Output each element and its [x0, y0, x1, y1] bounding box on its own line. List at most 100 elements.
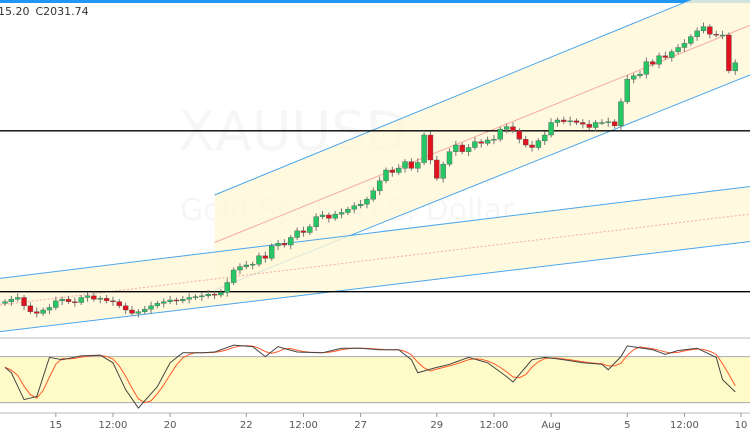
candle-up — [440, 163, 446, 179]
candle-up — [624, 78, 630, 102]
candle-up — [630, 75, 637, 80]
candle-down — [580, 122, 586, 125]
parallel-channels[interactable] — [0, 0, 750, 333]
candle-up — [59, 298, 65, 302]
candle-up — [567, 120, 573, 123]
candle-up — [700, 26, 707, 32]
candle-up — [332, 213, 338, 219]
x-tick-label: Aug — [541, 420, 561, 430]
top-accent-bar — [0, 0, 750, 3]
channel-upper-line — [0, 186, 750, 279]
candle-up — [256, 255, 262, 265]
x-tick-label: 12:00 — [289, 420, 318, 430]
candle-down — [611, 121, 618, 127]
candle-up — [97, 298, 103, 300]
channel-upper-line — [214, 0, 692, 196]
candle-up — [148, 305, 154, 310]
candle-up — [383, 169, 389, 182]
candle-up — [719, 34, 726, 37]
candle-down — [662, 55, 669, 58]
candle-up — [675, 47, 681, 52]
candle-up — [84, 295, 91, 298]
candle-down — [262, 255, 269, 259]
x-tick-label: 27 — [354, 420, 367, 430]
candle-up — [14, 297, 21, 300]
x-tick-label: 29 — [430, 420, 443, 430]
stoch-band — [0, 356, 750, 403]
candle-up — [484, 139, 491, 144]
candle-up — [656, 55, 662, 65]
horizontal-levels[interactable] — [0, 130, 750, 293]
candle-up — [243, 264, 250, 267]
candle-up — [224, 282, 230, 293]
candle-up — [141, 308, 148, 312]
candle-down — [281, 243, 288, 246]
candle-up — [535, 140, 542, 148]
candle-down — [516, 130, 523, 140]
x-tick-label: 15 — [49, 420, 62, 430]
candle-down — [122, 305, 129, 311]
candle-up — [338, 212, 345, 215]
candle-up — [376, 180, 383, 192]
candle-up — [446, 151, 453, 165]
candle-up — [288, 237, 294, 246]
candle-up — [402, 161, 408, 169]
candle-down — [110, 300, 116, 303]
candle-up — [46, 307, 53, 311]
candle-up — [345, 208, 351, 213]
candle-up — [40, 309, 46, 314]
candle-up — [218, 292, 224, 296]
candle-down — [300, 230, 307, 233]
candle-up — [453, 144, 459, 152]
candle-up — [186, 297, 192, 300]
candle-up — [167, 299, 173, 302]
candle-up — [294, 230, 300, 238]
candle-up — [319, 214, 326, 217]
time-axis[interactable]: 15 12:00 20 22 12:00 27 29 12:00 Aug 5 12:00 10 — [49, 413, 747, 430]
stochastic-pane — [0, 344, 750, 409]
candle-down — [408, 161, 415, 169]
candle-down — [586, 123, 592, 128]
ohlc-legend: 15.20 C2031.74 — [0, 5, 95, 18]
candle-up — [497, 128, 503, 140]
candle-up — [237, 266, 243, 271]
candle-down — [713, 33, 719, 36]
candle-down — [72, 301, 78, 303]
candle-up — [154, 303, 161, 307]
candle-up — [599, 122, 605, 124]
candle-up — [503, 126, 510, 130]
candle-down — [573, 120, 580, 123]
candle-up — [230, 269, 237, 283]
candle-down — [434, 159, 440, 179]
candle-down — [459, 144, 465, 152]
candle-down — [389, 169, 396, 173]
candle-up — [249, 263, 256, 266]
candle-up — [357, 203, 364, 207]
candle-up — [554, 119, 561, 123]
candle-up — [637, 73, 643, 77]
candle-up — [643, 61, 650, 75]
candle-up — [192, 296, 199, 298]
candle-down — [726, 34, 732, 72]
candle-up — [135, 311, 142, 314]
x-tick-label: 22 — [240, 420, 253, 430]
candle-up — [78, 297, 84, 303]
channel-lower-line — [0, 241, 750, 333]
candle-down — [523, 138, 529, 146]
candle-up — [669, 51, 675, 58]
candle-up — [465, 147, 472, 152]
candle-up — [592, 122, 599, 128]
candle-down — [478, 141, 484, 144]
candle-down — [27, 305, 34, 312]
candle-up — [53, 300, 59, 308]
candle-down — [65, 298, 72, 302]
candle-up — [396, 168, 402, 173]
candle-down — [510, 126, 516, 132]
candle-down — [91, 295, 97, 300]
candle-down — [173, 299, 180, 302]
candle-down — [129, 309, 135, 314]
candle-down — [650, 61, 656, 65]
candle-up — [351, 205, 357, 210]
candle-down — [561, 119, 567, 122]
